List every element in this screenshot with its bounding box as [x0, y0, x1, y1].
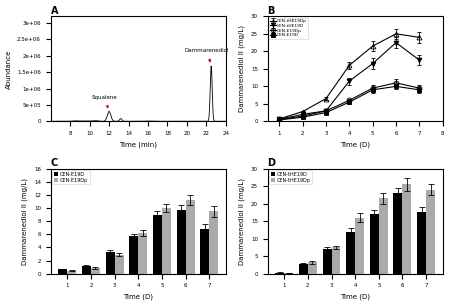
- Bar: [58, 269, 67, 274]
- Text: Dammarenediol: Dammarenediol: [185, 48, 230, 62]
- Bar: [370, 214, 379, 274]
- Bar: [67, 271, 76, 274]
- Bar: [426, 190, 435, 274]
- Y-axis label: Abundance: Abundance: [5, 49, 12, 88]
- Bar: [185, 200, 194, 274]
- Bar: [129, 236, 138, 274]
- X-axis label: Time (D): Time (D): [340, 142, 370, 148]
- Bar: [115, 255, 124, 274]
- Text: D: D: [268, 158, 275, 168]
- Legend: CEN-tHE19Dp, CEN-tHE19D, CEN-E19Dp, CEN-E19D: CEN-tHE19Dp, CEN-tHE19D, CEN-E19Dp, CEN-…: [269, 18, 308, 39]
- Bar: [200, 229, 209, 274]
- Text: Squalene: Squalene: [91, 95, 117, 108]
- Y-axis label: Dammarenediol II (mg/L): Dammarenediol II (mg/L): [239, 25, 245, 112]
- X-axis label: Time (D): Time (D): [123, 294, 153, 300]
- Bar: [417, 212, 426, 274]
- Legend: CEN-E19D, CEN-E19Dp: CEN-E19D, CEN-E19Dp: [52, 170, 90, 184]
- Bar: [162, 208, 171, 274]
- Bar: [91, 268, 100, 274]
- Legend: CEN-tHE19D, CEN-tHE19Dp: CEN-tHE19D, CEN-tHE19Dp: [269, 170, 312, 184]
- Bar: [138, 233, 147, 274]
- Bar: [299, 264, 308, 274]
- Bar: [308, 263, 317, 274]
- Y-axis label: Dammarenediol II (mg/L): Dammarenediol II (mg/L): [22, 178, 28, 265]
- Bar: [323, 249, 332, 274]
- Bar: [393, 193, 402, 274]
- X-axis label: Time (min): Time (min): [119, 142, 157, 148]
- Bar: [346, 232, 355, 274]
- Bar: [209, 211, 218, 274]
- Bar: [332, 248, 341, 274]
- Bar: [82, 267, 91, 274]
- Bar: [379, 198, 388, 274]
- X-axis label: Time (D): Time (D): [340, 294, 370, 300]
- Text: C: C: [51, 158, 58, 168]
- Text: B: B: [268, 6, 275, 16]
- Bar: [275, 273, 284, 274]
- Bar: [402, 185, 411, 274]
- Bar: [355, 218, 364, 274]
- Text: A: A: [51, 6, 58, 16]
- Y-axis label: Dammarenediol II (mg/L): Dammarenediol II (mg/L): [239, 178, 245, 265]
- Bar: [284, 273, 293, 274]
- Bar: [106, 252, 115, 274]
- Bar: [176, 210, 185, 274]
- Bar: [153, 215, 162, 274]
